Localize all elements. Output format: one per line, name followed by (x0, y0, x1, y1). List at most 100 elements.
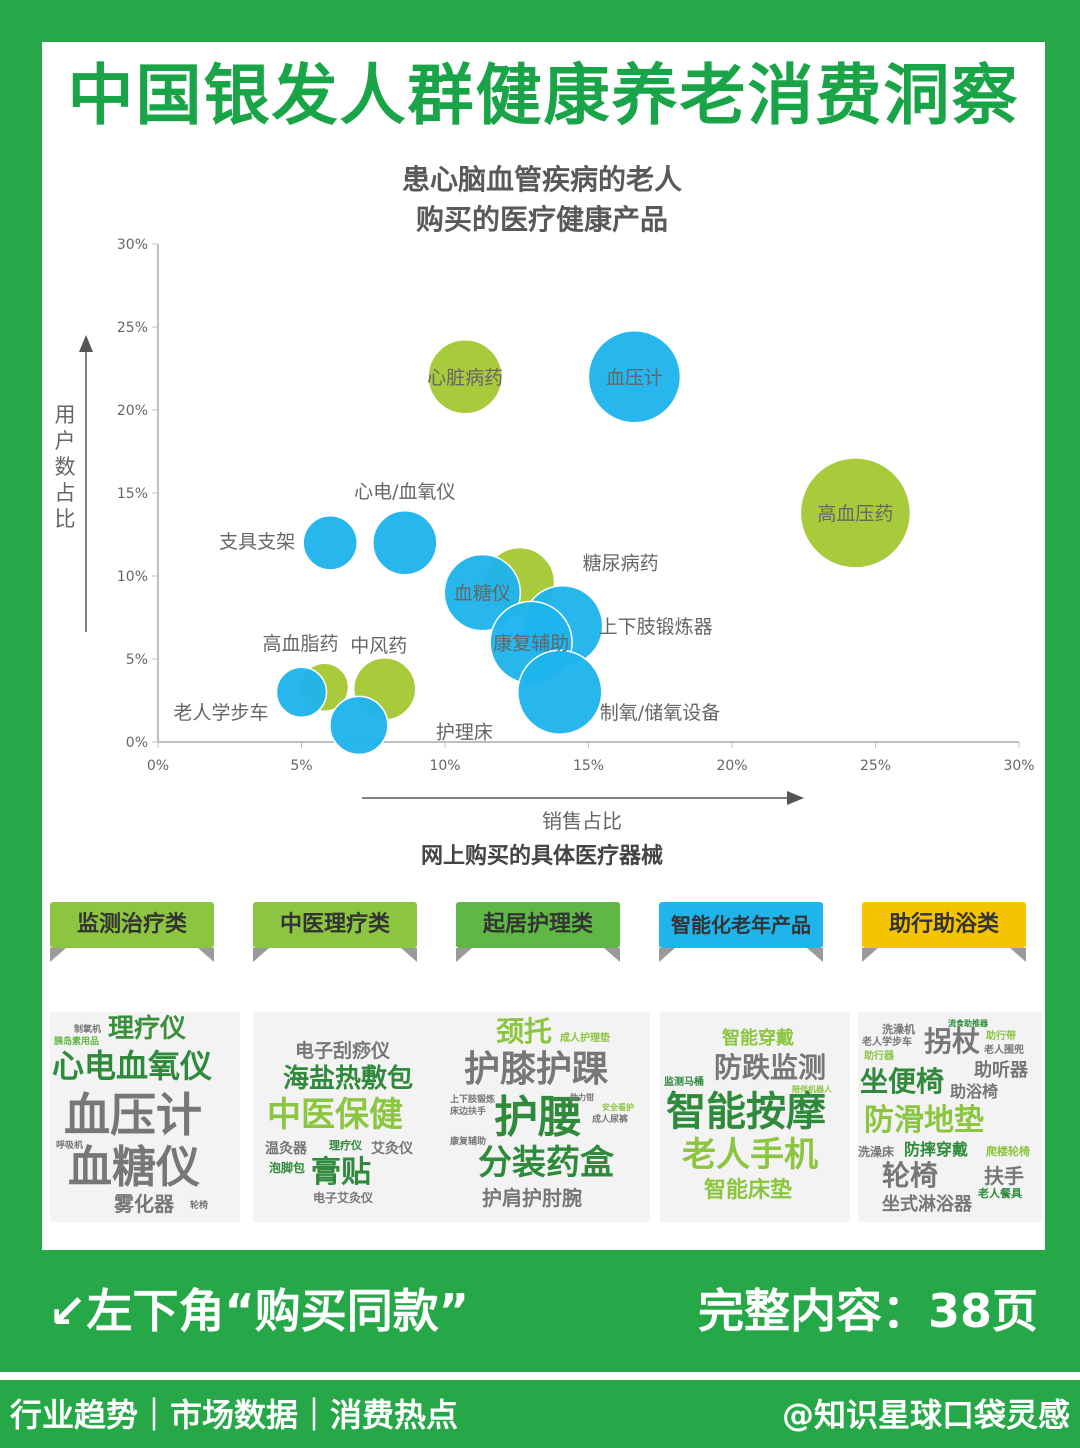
page-title: 中国银发人群健康养老消费洞察 (67, 57, 1020, 134)
word-cloud-tcm: 电子刮痧仪 海盐热敷包 中医保健 温灸器 理疗仪 艾灸仪 泡脚包 膏贴 电子艾灸… (253, 1012, 443, 1222)
cloud-word: 拐杖 (924, 1025, 981, 1058)
x-arrow-head (787, 791, 804, 805)
cloud-word: 智能床垫 (704, 1178, 793, 1203)
word-cloud-monitoring: 理疗仪 心电血氧仪 血压计 血糖仪 雾化器 胰岛素用品 呼吸机 轮椅 制氧机 (50, 1012, 240, 1222)
cloud-word: 坐式淋浴器 (882, 1194, 972, 1215)
bubble-label: 心脏病药 (427, 367, 503, 389)
cloud-word: 温灸器 (265, 1141, 307, 1157)
x-tick-label: 30% (1003, 758, 1034, 774)
ribbon-fold (862, 948, 878, 962)
report-card: 中国银发人群健康养老消费洞察 患心脑血管疾病的老人 购买的医疗健康产品 0% 5%… (42, 42, 1045, 1250)
cloud-word: 助行器 (864, 1051, 894, 1062)
cloud-word: 坐便椅 (860, 1065, 945, 1098)
word-cloud-care: 颈托 成人护理垫 护膝护踝 护腰 分装药盒 护肩护肘腕 上下肢锻炼 床边扶手 康… (442, 1012, 650, 1222)
word-cloud-mobility: 洗澡机 流食助推器 老人学步车 拐杖 助行带 老人围兜 助行器 坐便椅 助听器 … (858, 1012, 1042, 1222)
cloud-word: 安全看护 (602, 1103, 634, 1112)
ribbon-fold (253, 948, 269, 962)
x-tick-label: 20% (716, 758, 747, 774)
category-badge-monitoring: 监测治疗类 (50, 902, 214, 962)
x-tick-label: 0% (147, 758, 169, 774)
bubble-label: 康复辅助 (493, 632, 569, 654)
page-count-note: 完整内容：38页 (697, 1284, 1038, 1338)
category-label: 中医理疗类 (253, 902, 417, 948)
category-badge-mobility: 助行助浴类 (862, 902, 1026, 962)
bubble-label: 糖尿病药 (583, 553, 659, 575)
cloud-word: 防摔穿戴 (904, 1140, 969, 1159)
ribbon-fold (1010, 948, 1026, 962)
bubble-label: 上下肢锻炼器 (599, 616, 713, 638)
cloud-word: 助力钳 (570, 1093, 594, 1102)
cloud-word: 护肩护肘腕 (482, 1186, 582, 1210)
bubble-label: 老人学步车 (173, 702, 268, 724)
bubble-blue (329, 695, 389, 756)
cloud-word: 雾化器 (114, 1192, 174, 1216)
category-label: 监测治疗类 (50, 902, 214, 948)
bubble-label: 中风药 (350, 635, 407, 657)
cloud-word: 老人围兜 (984, 1045, 1024, 1056)
cloud-word: 护膝护踝 (464, 1049, 609, 1090)
category-label: 智能化老年产品 (659, 902, 823, 948)
ribbon-fold (456, 948, 472, 962)
cloud-word: 防滑地垫 (864, 1103, 984, 1138)
category-badge-care: 起居护理类 (456, 902, 620, 962)
y-tick-label: 0% (126, 735, 148, 751)
y-tick-label: 10% (117, 569, 148, 585)
cloud-word: 中医保健 (267, 1095, 403, 1135)
bubble-label: 高血压药 (817, 503, 893, 525)
bubble-label: 高血脂药 (262, 633, 338, 655)
ribbon-fold (659, 948, 675, 962)
ribbon-fold (401, 948, 417, 962)
bubble-blue (302, 515, 358, 571)
cloud-word: 电子艾灸仪 (313, 1191, 374, 1205)
bubble-label: 心电/血氧仪 (354, 481, 455, 503)
buy-same-hint[interactable]: ↙左下角“购买同款” (48, 1284, 470, 1338)
bubble-label: 血糖仪 (454, 583, 511, 605)
bubble-label: 制氧/储氧设备 (600, 702, 720, 724)
cloud-word: 爬楼轮椅 (986, 1145, 1030, 1158)
category-label: 助行助浴类 (862, 902, 1026, 948)
bubble-blue (275, 666, 328, 718)
x-axis-title: 销售占比 (542, 809, 622, 833)
bubble-blue (443, 553, 522, 632)
bubble-blue (587, 330, 682, 424)
cloud-word: 呼吸机 (56, 1141, 84, 1151)
y-tick-label: 20% (117, 403, 148, 419)
cloud-word: 老人学步车 (862, 1037, 912, 1048)
chart-title: 患心脑血管疾病的老人 购买的医疗健康产品 (342, 160, 742, 240)
footer-band (0, 1372, 1080, 1448)
cloud-word: 膏贴 (311, 1155, 371, 1190)
cloud-word: 颈托 (496, 1015, 553, 1048)
cloud-word: 助浴椅 (950, 1082, 999, 1101)
y-tick-label: 25% (117, 320, 148, 336)
cloud-word: 轮椅 (882, 1159, 939, 1192)
chart-title-line-1: 患心脑血管疾病的老人 (401, 163, 682, 196)
cloud-word: 助听器 (974, 1060, 1028, 1081)
cloud-word: 胰岛素用品 (54, 1037, 100, 1047)
ribbon-fold (50, 948, 66, 962)
cloud-word: 床边扶手 (450, 1107, 487, 1117)
category-badge-smart: 智能化老年产品 (659, 902, 823, 962)
cloud-word: 洗澡机 (882, 1023, 915, 1036)
bubble-blue (372, 510, 438, 576)
cloud-word: 血压计 (64, 1088, 202, 1142)
cloud-word: 助行带 (986, 1031, 1016, 1042)
x-tick-label: 15% (573, 758, 604, 774)
y-tick-label: 30% (117, 237, 148, 253)
y-axis-title: 用户数占比 (54, 403, 76, 531)
cloud-word: 艾灸仪 (371, 1141, 413, 1157)
cloud-word: 上下肢锻炼 (450, 1095, 496, 1105)
cloud-word: 监测马桶 (664, 1077, 704, 1088)
cloud-word: 成人尿裤 (592, 1115, 629, 1125)
cloud-word: 轮椅 (190, 1201, 209, 1211)
bubble-label: 血压计 (606, 367, 663, 389)
category-badge-tcm: 中医理疗类 (253, 902, 417, 962)
cloud-word: 制氧机 (74, 1025, 102, 1035)
footer-account: @知识星球口袋灵感 (781, 1396, 1070, 1434)
bubble-green (799, 457, 912, 569)
cloud-word: 泡脚包 (269, 1161, 306, 1175)
cloud-word: 血糖仪 (68, 1142, 200, 1193)
cloud-word: 智能穿戴 (722, 1028, 794, 1049)
bubble-chart: 0% 5% 10% 15% 20% 25% 30% 0% 5% 10% 15% 20% 25% 30% 心脏… (79, 237, 1035, 805)
cloud-word: 陪伴机器人 (792, 1085, 832, 1094)
ribbon-fold (807, 948, 823, 962)
